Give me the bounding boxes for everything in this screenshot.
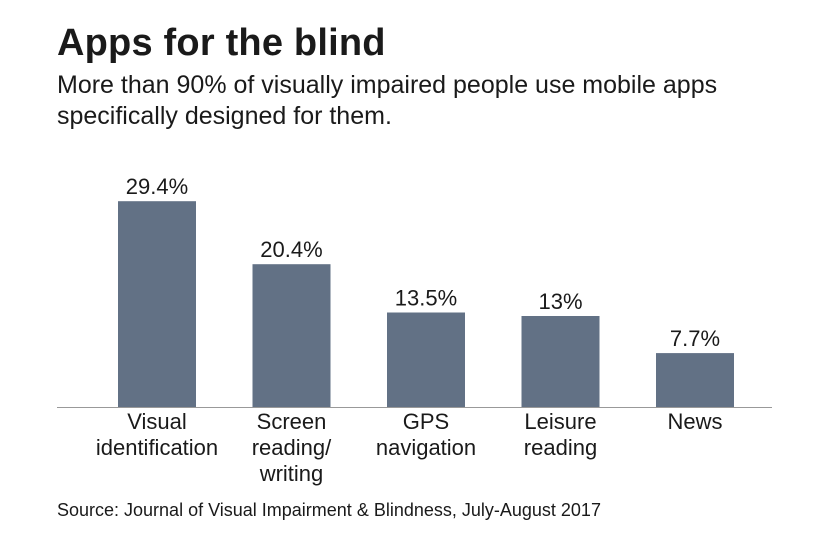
bar-2 — [387, 312, 465, 407]
bar-0 — [118, 201, 196, 407]
category-label-1-line-0: Screen — [257, 409, 327, 434]
category-label-0-line-0: Visual — [127, 409, 187, 434]
chart-title: Apps for the blind — [57, 22, 386, 64]
category-label-3-line-1: reading — [524, 435, 597, 460]
bar-4 — [656, 353, 734, 407]
chart-subtitle: More than 90% of visually impaired peopl… — [57, 71, 718, 130]
category-label-1-line-1: reading/ — [252, 435, 332, 460]
bar-1 — [252, 264, 331, 407]
category-label-4-line-0: News — [667, 409, 722, 434]
value-label-2: 13.5% — [395, 286, 457, 311]
value-label-0: 29.4% — [126, 174, 188, 199]
value-label-1: 20.4% — [260, 237, 322, 262]
source-note: Source: Journal of Visual Impairment & B… — [57, 500, 601, 520]
category-label-2-line-1: navigation — [376, 435, 476, 460]
category-label-2-line-0: GPS — [403, 409, 449, 434]
bar-3 — [521, 316, 600, 407]
category-label-3-line-0: Leisure — [524, 409, 596, 434]
value-label-4: 7.7% — [670, 326, 720, 351]
category-label-0-line-1: identification — [96, 435, 218, 460]
category-label-1-line-2: writing — [259, 461, 324, 486]
value-label-3: 13% — [538, 289, 582, 314]
